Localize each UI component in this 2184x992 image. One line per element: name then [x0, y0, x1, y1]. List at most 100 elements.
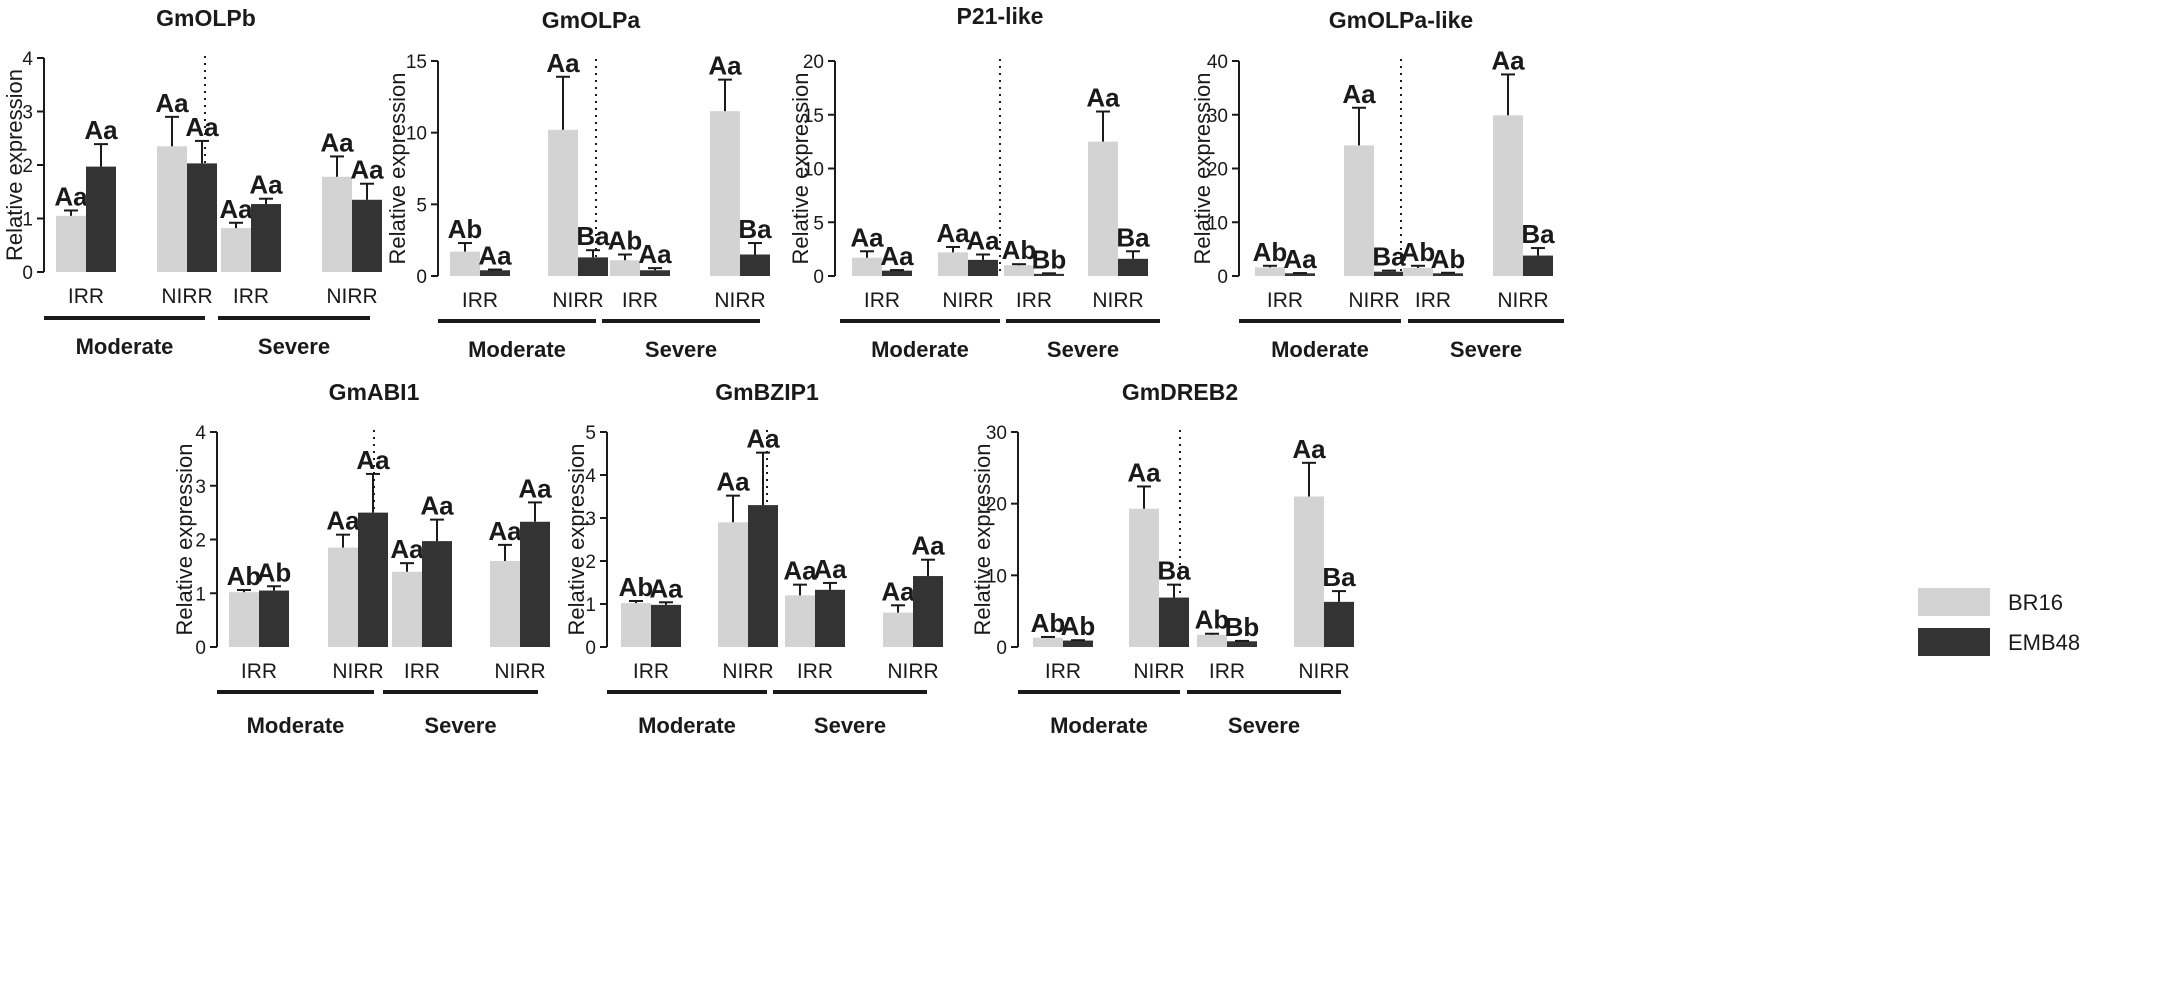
y-tick-label: 0	[996, 638, 1007, 659]
significance-label: Ab	[1253, 237, 1288, 267]
category-label: NIRR	[1348, 289, 1399, 312]
significance-label: Ab	[619, 572, 654, 602]
y-tick-label: 0	[416, 267, 427, 288]
significance-label: Aa	[911, 531, 945, 561]
significance-label: Ab	[608, 226, 643, 256]
bar-emb48	[913, 576, 943, 647]
bar-emb48	[251, 204, 281, 272]
y-tick-label: 10	[1207, 213, 1228, 234]
bar-br16	[1344, 145, 1374, 276]
y-tick-label: 0	[813, 267, 824, 288]
legend-label-br16: BR16	[2008, 590, 2063, 615]
bar-br16	[1088, 141, 1118, 276]
category-label: IRR	[1415, 289, 1451, 312]
significance-label: Ab	[227, 561, 262, 591]
chart-title: GmDREB2	[1122, 379, 1238, 405]
significance-label: Aa	[478, 241, 512, 271]
chart-title: GmOLPa	[542, 7, 641, 33]
bar-emb48	[187, 163, 217, 272]
significance-label: Aa	[880, 241, 914, 271]
bar-emb48	[1227, 641, 1257, 647]
significance-label: Aa	[488, 516, 522, 546]
y-tick-label: 3	[22, 103, 33, 124]
bar-br16	[328, 547, 358, 647]
bar-emb48	[1374, 271, 1404, 276]
significance-label: Ab	[1031, 608, 1066, 638]
y-tick-label: 40	[1207, 52, 1228, 73]
group-label: Severe	[1047, 337, 1119, 362]
group-label: Severe	[814, 713, 886, 738]
y-tick-label: 0	[585, 638, 596, 659]
bar-emb48	[259, 590, 289, 647]
significance-label: Aa	[813, 554, 847, 584]
group-label: Severe	[1228, 713, 1300, 738]
significance-label: Ba	[1322, 562, 1356, 592]
significance-label: Aa	[783, 556, 817, 586]
group-label: Severe	[424, 713, 496, 738]
significance-label: Ba	[1157, 556, 1191, 586]
bar-br16	[548, 129, 578, 276]
category-label: IRR	[462, 289, 498, 312]
significance-label: Aa	[546, 48, 580, 78]
category-label: NIRR	[552, 289, 603, 312]
bar-br16	[852, 257, 882, 276]
significance-label: Ba	[1521, 219, 1555, 249]
legend-label-emb48: EMB48	[2008, 630, 2080, 655]
bar-br16	[157, 146, 187, 272]
y-tick-label: 30	[1207, 106, 1228, 127]
y-axis-label: Relative expression	[172, 444, 197, 636]
bar-br16	[610, 260, 640, 276]
category-label: NIRR	[887, 660, 938, 683]
y-tick-label: 20	[986, 495, 1007, 516]
y-tick-label: 0	[1217, 267, 1228, 288]
bar-emb48	[815, 589, 845, 647]
category-label: IRR	[233, 285, 269, 308]
y-tick-label: 4	[195, 423, 206, 444]
significance-label: Aa	[1342, 79, 1376, 109]
y-tick-label: 1	[585, 595, 596, 616]
chart-title: GmOLPa-like	[1329, 7, 1473, 33]
y-tick-label: 15	[803, 106, 824, 127]
bar-br16	[1129, 508, 1159, 647]
bar-emb48	[968, 259, 998, 276]
significance-label: Ab	[448, 214, 483, 244]
significance-label: Bb	[1225, 612, 1260, 642]
bar-br16	[1197, 634, 1227, 647]
significance-label: Aa	[390, 534, 424, 564]
bar-br16	[785, 595, 815, 647]
bar-emb48	[86, 166, 116, 272]
category-label: IRR	[622, 289, 658, 312]
significance-label: Aa	[1491, 45, 1525, 75]
category-label: NIRR	[1497, 289, 1548, 312]
bar-emb48	[1285, 273, 1315, 276]
category-label: NIRR	[326, 285, 377, 308]
category-label: NIRR	[494, 660, 545, 683]
group-label: Severe	[1450, 337, 1522, 362]
y-tick-label: 4	[22, 49, 33, 70]
bar-emb48	[358, 512, 388, 647]
significance-label: Ba	[1372, 242, 1406, 272]
group-label: Moderate	[76, 334, 174, 359]
bar-emb48	[480, 270, 510, 276]
significance-label: Aa	[518, 473, 552, 503]
y-tick-label: 20	[1207, 160, 1228, 181]
y-tick-label: 0	[22, 263, 33, 284]
group-label: Moderate	[247, 713, 345, 738]
significance-label: Aa	[1086, 83, 1120, 113]
bar-br16	[1493, 115, 1523, 276]
bar-br16	[392, 571, 422, 647]
significance-label: Aa	[350, 155, 384, 185]
y-tick-label: 1	[22, 210, 33, 231]
bar-emb48	[748, 505, 778, 647]
category-label: IRR	[633, 660, 669, 683]
legend-swatch-br16	[1918, 588, 1990, 616]
group-label: Moderate	[638, 713, 736, 738]
bar-br16	[621, 603, 651, 647]
significance-label: Ab	[1401, 237, 1436, 267]
significance-label: Aa	[936, 218, 970, 248]
category-label: NIRR	[1092, 289, 1143, 312]
bar-br16	[221, 228, 251, 272]
